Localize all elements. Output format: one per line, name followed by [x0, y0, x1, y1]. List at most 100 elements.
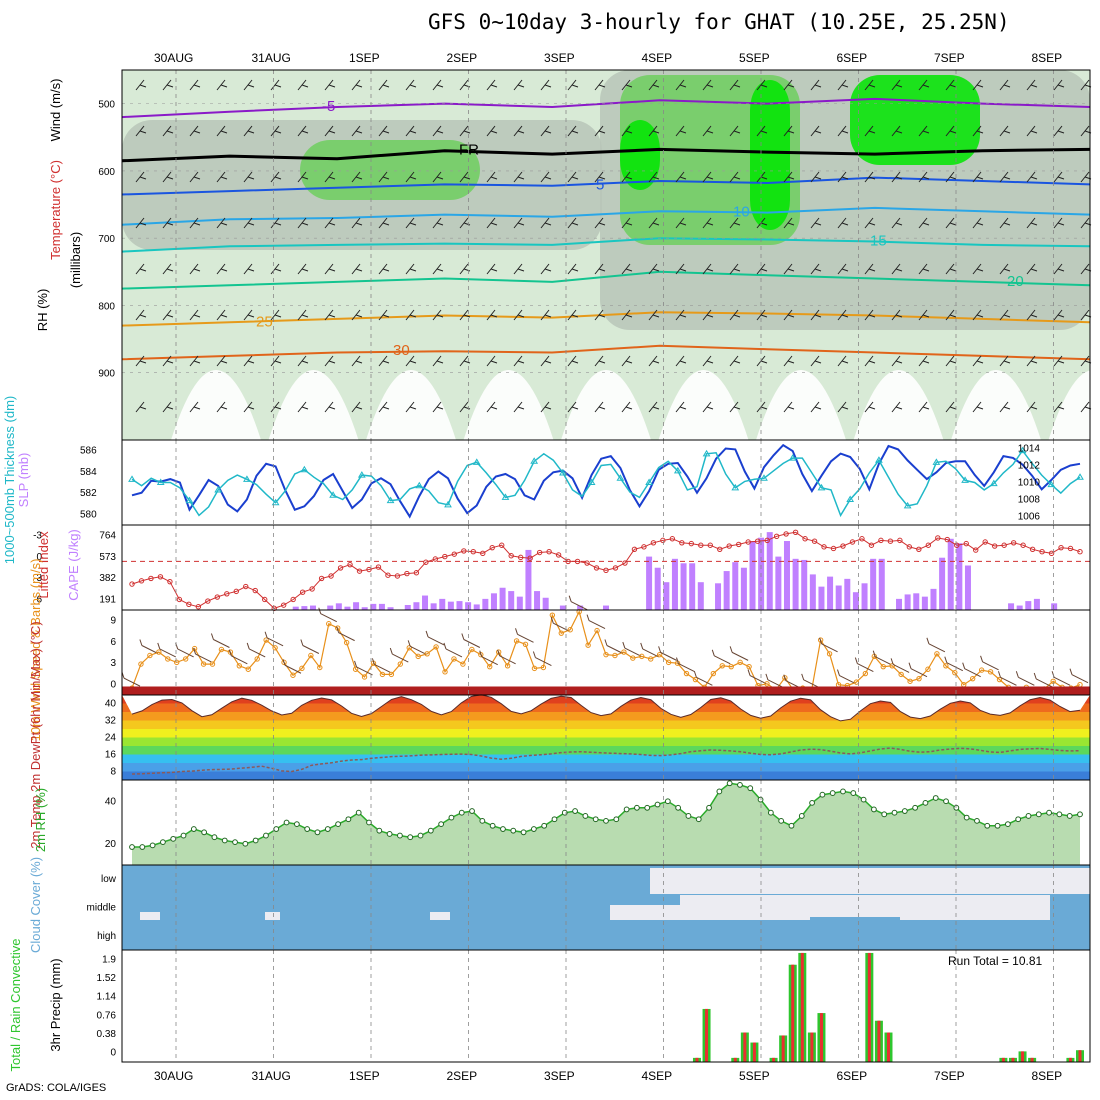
- thickness-marker: [616, 474, 625, 481]
- rh-point: [582, 813, 589, 819]
- cape-bar: [499, 587, 506, 610]
- wind-barb: [513, 79, 525, 91]
- precip-convective-bar: [800, 952, 804, 1062]
- surface-wind-barb: [336, 626, 355, 642]
- surface-wind-barb: [246, 642, 266, 658]
- wind-barb: [594, 79, 606, 91]
- wind-speed-point: [889, 663, 895, 669]
- wind-speed-point: [907, 678, 913, 684]
- precip-convective-bar: [743, 1032, 747, 1062]
- precip-convective-bar: [1030, 1057, 1034, 1062]
- rh-point: [500, 826, 506, 832]
- wind-barb: [648, 171, 660, 183]
- rh-point: [211, 834, 218, 841]
- cloud-axis-label: Cloud Cover (%): [28, 857, 43, 953]
- lifted-index-point: [650, 540, 657, 546]
- precip-convective-bar: [1021, 1051, 1025, 1062]
- lifted-index-point: [887, 538, 894, 544]
- lifted-index-point: [878, 537, 884, 544]
- precip-tick: 0: [110, 1048, 116, 1059]
- lifted-index-point: [811, 538, 818, 544]
- wind-speed-point: [406, 645, 412, 651]
- date-label-bottom: 5SEP: [739, 1069, 770, 1083]
- cape-axis-label: CAPE (J/kg): [66, 529, 81, 601]
- wind-speed-point: [156, 649, 162, 655]
- lifted-index-point: [413, 570, 420, 576]
- wind-barb: [594, 309, 606, 321]
- lifted-index-point: [148, 575, 154, 582]
- thickness-marker: [903, 501, 912, 509]
- wind-barb: [513, 309, 525, 321]
- lifted-index-point: [347, 561, 353, 568]
- isotherm-10: [121, 206, 1091, 226]
- rh-point: [345, 816, 352, 823]
- wind-speed-point: [648, 656, 654, 662]
- lifted-index-point: [233, 588, 239, 595]
- cape-bar: [309, 605, 316, 610]
- rh-point: [767, 809, 774, 816]
- rh-point: [994, 822, 1001, 829]
- wind-barb: [972, 217, 984, 229]
- thickness-marker: [214, 485, 223, 493]
- wind-barb: [243, 79, 255, 91]
- wind-speed-point: [138, 661, 144, 667]
- temp-band: [122, 771, 1090, 780]
- lifted-index-point: [328, 573, 334, 579]
- rh-point: [149, 842, 156, 849]
- thickness-marker: [357, 471, 366, 478]
- thickness-marker: [702, 449, 711, 457]
- lifted-index-point: [584, 560, 590, 566]
- wind-barb: [810, 263, 822, 275]
- date-label-top: 2SEP: [447, 51, 478, 65]
- wind-barb: [216, 171, 228, 183]
- surface-wind-barb: [300, 639, 320, 654]
- rh-point: [737, 782, 743, 788]
- rh-point: [304, 826, 311, 832]
- wind-speed-point: [272, 645, 278, 651]
- wind-barb: [378, 355, 390, 367]
- surface-wind-barb: [890, 658, 910, 673]
- wind-barb: [972, 355, 984, 367]
- wind-speed-point: [880, 663, 886, 670]
- wind-barb: [864, 263, 876, 275]
- lifted-index-axis-label: Lifted Index: [36, 531, 51, 599]
- wind-speed-point: [388, 671, 395, 678]
- panel-2-background: [122, 525, 1090, 610]
- rh-point: [335, 821, 341, 828]
- rh-point: [644, 804, 651, 811]
- wind-barb: [324, 217, 336, 229]
- date-label-bottom: 6SEP: [837, 1069, 868, 1083]
- thickness-marker: [673, 466, 682, 474]
- thickness-marker: [788, 454, 797, 461]
- surface-wind-barb: [264, 631, 284, 647]
- wind-barb: [324, 401, 336, 413]
- wind-barb: [567, 355, 579, 367]
- boundary-layer-bump-1: [268, 370, 359, 440]
- lifted-index-point: [745, 539, 751, 545]
- precip-convective-bar: [819, 1013, 823, 1062]
- lifted-index-point: [736, 541, 742, 548]
- wind-speed-point: [925, 666, 931, 672]
- cape-bar: [896, 598, 903, 610]
- wind-speed-point: [487, 663, 493, 670]
- wind-barb: [999, 171, 1011, 183]
- rh-point: [129, 844, 135, 850]
- cape-bar: [292, 606, 299, 610]
- surface-wind-barb: [640, 642, 659, 658]
- wind-barb: [999, 401, 1011, 413]
- thickness-marker: [645, 478, 653, 485]
- wind-speed-point: [209, 661, 216, 667]
- rh2m-axis-label: 2m RH (%): [33, 788, 48, 852]
- rh-point: [551, 816, 558, 823]
- wind-barb: [162, 217, 174, 229]
- lifted-index-point: [157, 574, 164, 580]
- wind-barb: [999, 309, 1011, 321]
- lifted-index-point: [1010, 540, 1017, 546]
- wind-barb: [351, 401, 363, 413]
- wind-speed-point: [397, 661, 404, 667]
- cape-bar: [732, 562, 739, 610]
- rh-point: [427, 827, 434, 834]
- wind-barb: [189, 355, 201, 367]
- cape-bar: [1051, 603, 1058, 610]
- wind-speed-point: [969, 675, 976, 682]
